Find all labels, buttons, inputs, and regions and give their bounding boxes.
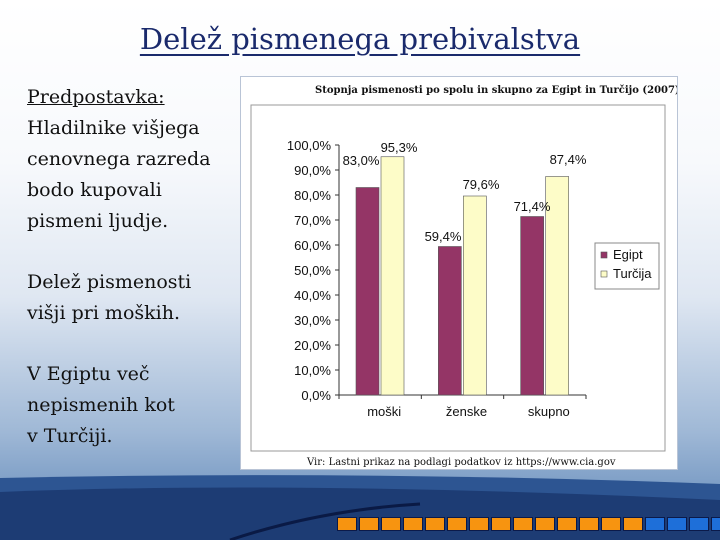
footer-square — [381, 517, 401, 531]
bar-egipt — [520, 216, 544, 396]
footer-square — [623, 517, 643, 531]
assumption-heading: Predpostavka: — [27, 86, 165, 108]
footer-square — [711, 517, 720, 531]
footer-square — [403, 517, 423, 531]
footer-square — [491, 517, 511, 531]
chart-title: Stopnja pismenosti po spolu in skupno za… — [315, 85, 677, 96]
bar-turčija — [380, 156, 405, 396]
x-tick-label: skupno — [528, 404, 570, 419]
footer-square — [337, 517, 357, 531]
footer-square — [469, 517, 489, 531]
footer-square — [579, 517, 599, 531]
y-tick-label: 40,0% — [294, 288, 331, 303]
footer-square — [557, 517, 577, 531]
y-tick-label: 10,0% — [294, 363, 331, 378]
data-label: 59,4% — [425, 229, 462, 244]
y-tick-label: 70,0% — [294, 213, 331, 228]
assumption-line-3: bodo kupovali — [27, 179, 162, 201]
footer-square — [667, 517, 687, 531]
data-label: 79,6% — [463, 177, 500, 192]
assumption-line-1: Hladilnike višjega — [27, 117, 200, 139]
left-text-block: Predpostavka: Hladilnike višjega cenovne… — [27, 82, 232, 452]
footer-square — [689, 517, 709, 531]
footer-square — [447, 517, 467, 531]
data-label: 87,4% — [550, 152, 587, 167]
y-tick-label: 20,0% — [294, 338, 331, 353]
y-tick-label: 90,0% — [294, 163, 331, 178]
egypt-line-3: v Turčiji. — [27, 425, 113, 447]
y-tick-label: 80,0% — [294, 188, 331, 203]
footer-squares — [337, 517, 720, 531]
bar-egipt — [438, 246, 462, 396]
egypt-line-2: nepismenih kot — [27, 394, 175, 416]
x-tick-label: ženske — [446, 404, 487, 419]
chart-source: Vir: Lastni prikaz na podlagi podatkov i… — [306, 457, 616, 468]
egypt-line-1: V Egiptu več — [27, 363, 150, 385]
footer-square — [535, 517, 555, 531]
assumption-line-2: cenovnega razreda — [27, 148, 211, 170]
data-label: 83,0% — [343, 153, 380, 168]
bar-egipt — [355, 187, 380, 396]
legend-swatch-egipt — [600, 251, 608, 259]
legend-label-turčija: Turčija — [613, 266, 652, 281]
bar-chart: Stopnja pismenosti po spolu in skupno za… — [250, 85, 677, 468]
x-tick-label: moški — [367, 404, 401, 419]
y-tick-label: 50,0% — [294, 263, 331, 278]
assumption-line-4: pismeni ljudje. — [27, 210, 169, 232]
legend-label-egipt: Egipt — [613, 247, 643, 262]
slide-title: Delež pismenega prebivalstva — [139, 22, 581, 56]
literacy-line-2: višji pri moških. — [27, 302, 181, 324]
y-tick-label: 60,0% — [294, 238, 331, 253]
footer-square — [601, 517, 621, 531]
y-tick-label: 100,0% — [287, 138, 332, 153]
bar-turčija — [463, 195, 487, 396]
data-label: 95,3% — [381, 140, 418, 155]
footer-square — [513, 517, 533, 531]
y-tick-label: 0,0% — [301, 388, 331, 403]
y-tick-label: 30,0% — [294, 313, 331, 328]
legend-swatch-turčija — [600, 270, 608, 278]
literacy-line-1: Delež pismenosti — [27, 271, 192, 293]
bar-turčija — [545, 176, 569, 396]
chart-panel: Stopnja pismenosti po spolu in skupno za… — [240, 76, 678, 470]
footer-square — [645, 517, 665, 531]
footer-square — [425, 517, 445, 531]
legend-box — [594, 242, 660, 290]
data-label: 71,4% — [514, 199, 551, 214]
footer-square — [359, 517, 379, 531]
